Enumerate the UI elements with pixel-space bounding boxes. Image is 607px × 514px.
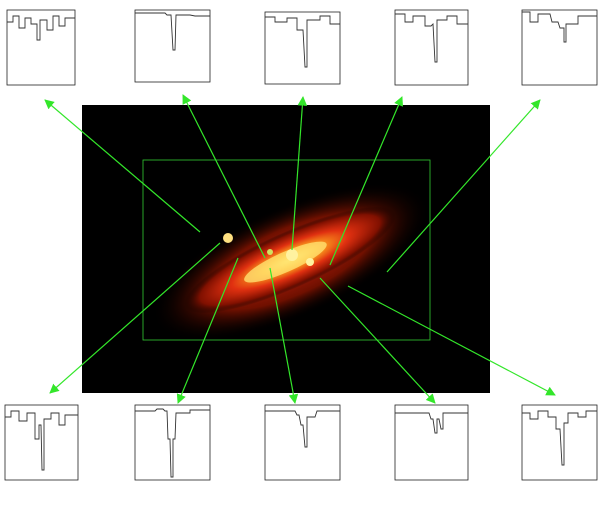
spectrum-panel [264, 404, 341, 481]
spectrum-panel [264, 11, 341, 85]
spectrum-panel [521, 9, 598, 86]
spectrum-panel [394, 9, 469, 86]
spectrum-panel [6, 9, 76, 86]
arrows [44, 94, 556, 404]
spectrum-panel [521, 404, 598, 481]
spectrum-panel [134, 404, 211, 481]
spectrum-panel [394, 404, 469, 481]
spectrum-panel [134, 9, 211, 83]
galaxy-image [82, 105, 490, 393]
spectrum-panel [4, 404, 79, 481]
